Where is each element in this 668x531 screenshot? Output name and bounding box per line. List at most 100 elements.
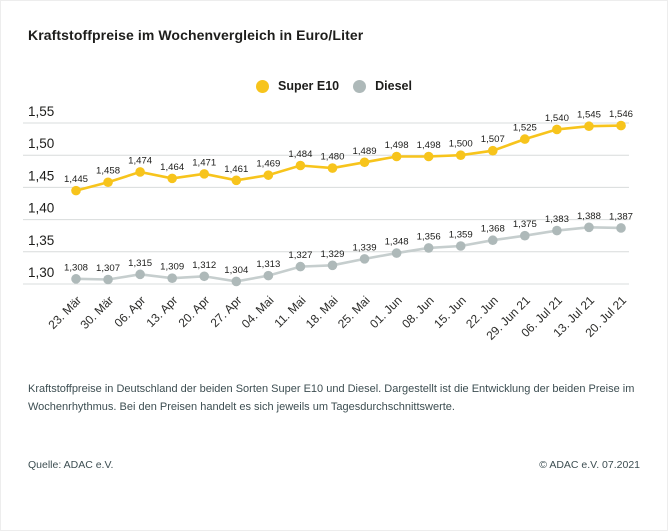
super-e10-point — [103, 177, 113, 188]
super-e10-value-label: 1,498 — [385, 140, 409, 151]
legend-item-super-e10: Super E10 — [256, 79, 339, 93]
diesel-value-label: 1,312 — [192, 260, 216, 271]
super-e10-point — [520, 134, 530, 144]
diesel-value-label: 1,313 — [256, 259, 280, 270]
super-e10-value-label: 1,540 — [545, 113, 569, 124]
super-e10-value-label: 1,546 — [609, 109, 633, 120]
diesel-point — [520, 230, 530, 241]
y-axis-tick-label: 1,45 — [28, 168, 54, 183]
super-e10-point — [584, 121, 594, 132]
x-axis-tick-label: 25. Mai — [335, 293, 373, 331]
super-e10-point — [327, 163, 338, 173]
super-e10-point — [616, 120, 626, 131]
diesel-point — [584, 222, 594, 233]
super-e10-value-label: 1,484 — [288, 149, 313, 160]
diesel-value-label: 1,375 — [513, 219, 537, 230]
x-axis-tick-label: 20. Apr — [176, 293, 213, 330]
super-e10-value-label: 1,525 — [513, 123, 537, 134]
super-e10-point — [199, 169, 210, 179]
x-axis-tick-label: 23. Mär — [45, 293, 84, 332]
diesel-value-label: 1,309 — [160, 262, 184, 273]
diesel-point — [135, 269, 145, 280]
super-e10-point — [231, 175, 242, 186]
diesel-value-label: 1,308 — [64, 262, 88, 273]
legend-label-diesel: Diesel — [375, 79, 412, 93]
x-axis-tick-label: 04. Mai — [239, 293, 277, 331]
diesel-point — [263, 270, 274, 281]
y-axis-tick-label: 1,35 — [28, 233, 54, 248]
super-e10-value-label: 1,545 — [577, 110, 601, 121]
diesel-point — [552, 225, 562, 236]
diesel-point — [295, 261, 306, 272]
super-e10-value-label: 1,498 — [417, 140, 441, 151]
diesel-point — [199, 271, 210, 282]
diesel-line — [75, 226, 622, 283]
diesel-point — [455, 241, 466, 251]
x-axis-tick-label: 13. Apr — [144, 293, 181, 330]
diesel-value-label: 1,388 — [577, 211, 601, 222]
super-e10-point — [423, 151, 434, 162]
diesel-point — [167, 273, 177, 284]
diesel-value-label: 1,356 — [417, 231, 441, 242]
super-e10-point — [487, 145, 498, 156]
diesel-value-label: 1,329 — [320, 249, 344, 260]
super-e10-value-label: 1,500 — [449, 139, 473, 150]
super-e10-value-label: 1,461 — [224, 164, 248, 175]
diesel-value-label: 1,315 — [128, 258, 152, 269]
y-axis-tick-label: 1,55 — [28, 104, 54, 119]
x-axis-tick-label: 11. Mai — [271, 293, 308, 330]
x-axis-tick-label: 08. Jun — [399, 293, 437, 331]
super-e10-point — [71, 185, 81, 196]
diesel-point — [487, 235, 498, 246]
diesel-point — [327, 260, 338, 271]
super-e10-dot-icon — [256, 79, 269, 93]
diesel-point — [71, 274, 81, 284]
legend-item-diesel: Diesel — [353, 79, 412, 93]
diesel-point — [359, 254, 370, 264]
super-e10-value-label: 1,489 — [353, 146, 377, 157]
super-e10-line — [75, 124, 622, 192]
x-axis-tick-label: 18. Mai — [303, 293, 341, 331]
super-e10-point — [295, 160, 306, 171]
diesel-value-label: 1,327 — [288, 250, 312, 261]
super-e10-value-label: 1,445 — [64, 174, 88, 185]
super-e10-point — [135, 167, 145, 177]
x-axis-tick-label: 01. Jun — [367, 293, 405, 331]
chart-legend: Super E10 Diesel — [1, 79, 667, 93]
super-e10-value-label: 1,480 — [320, 152, 344, 163]
diesel-value-label: 1,348 — [385, 237, 409, 248]
super-e10-point — [552, 124, 562, 135]
diesel-point — [423, 243, 434, 253]
super-e10-value-label: 1,469 — [256, 159, 280, 170]
diesel-value-label: 1,359 — [449, 230, 473, 241]
super-e10-point — [391, 151, 402, 162]
y-axis-tick-label: 1,50 — [28, 136, 54, 151]
super-e10-value-label: 1,507 — [481, 134, 505, 145]
x-axis-tick-label: 15. Jun — [431, 293, 469, 331]
diesel-point — [616, 223, 626, 233]
super-e10-value-label: 1,471 — [192, 157, 216, 168]
copyright-label: © ADAC e.V. 07.2021 — [539, 459, 640, 471]
diesel-point — [391, 248, 402, 258]
diesel-dot-icon — [353, 79, 367, 93]
super-e10-value-label: 1,458 — [96, 166, 120, 177]
super-e10-value-label: 1,474 — [128, 155, 153, 166]
diesel-value-label: 1,383 — [545, 214, 569, 225]
chart-footnote: Kraftstoffpreise in Deutschland der beid… — [28, 383, 635, 413]
diesel-value-label: 1,339 — [353, 242, 377, 253]
x-axis-tick-label: 06. Apr — [111, 293, 148, 330]
diesel-value-label: 1,387 — [609, 211, 633, 222]
super-e10-point — [263, 170, 274, 180]
diesel-point — [103, 274, 113, 285]
source-label: Quelle: ADAC e.V. — [28, 459, 114, 471]
y-axis-tick-label: 1,40 — [28, 201, 54, 216]
source-row: Quelle: ADAC e.V. © ADAC e.V. 07.2021 — [28, 459, 640, 471]
x-axis-tick-label: 30. Mär — [78, 293, 117, 332]
legend-label-super-e10: Super E10 — [278, 79, 340, 93]
y-axis-tick-label: 1,30 — [28, 265, 54, 280]
diesel-value-label: 1,307 — [96, 263, 120, 274]
super-e10-point — [359, 157, 370, 168]
x-axis-tick-label: 27. Apr — [208, 293, 245, 330]
